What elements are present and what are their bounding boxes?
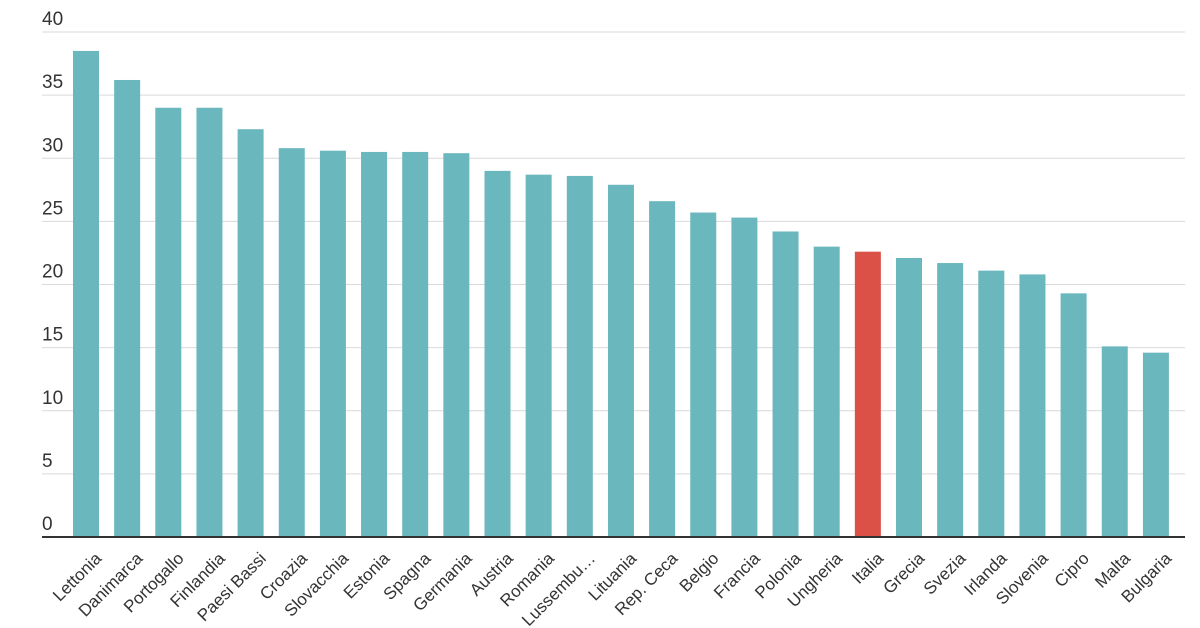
bar-bulgaria [1142, 352, 1169, 537]
bar-cipro [1060, 293, 1087, 537]
bar-danimarca [114, 79, 141, 537]
y-tick-label: 10 [42, 388, 63, 409]
bar-estonia [361, 151, 388, 537]
bar-romania [525, 174, 552, 537]
bar-lettonia [73, 50, 99, 537]
y-tick-label: 30 [42, 135, 63, 156]
x-category-label: Svezia [920, 548, 970, 598]
bar-croazia [278, 148, 305, 537]
bar-spagna [402, 151, 429, 537]
bar-polonia [772, 231, 799, 537]
bar-rep-ceca [649, 201, 676, 538]
bar-austria [484, 170, 511, 537]
bar-slovenia [1019, 274, 1046, 537]
y-tick-label: 25 [42, 198, 63, 219]
y-tick-label: 35 [42, 72, 63, 93]
bar-italia [854, 251, 881, 538]
x-axis-category-labels: LettoniaDanimarcaPortogalloFinlandiaPaes… [49, 548, 1175, 628]
bar-portogallo [155, 107, 182, 537]
bar-irlanda [978, 270, 1005, 537]
y-tick-label: 0 [42, 514, 53, 535]
bar-svezia [937, 263, 964, 537]
bar-grecia [896, 257, 922, 537]
bar-ungheria [813, 246, 840, 537]
y-tick-label: 20 [42, 262, 63, 283]
y-tick-label: 15 [42, 325, 63, 346]
bar-lituania [607, 184, 634, 537]
y-axis-tick-labels: 0 5 10 15 20 25 30 35 40 [42, 9, 63, 535]
bars [73, 50, 1169, 538]
x-category-label: Grecia [879, 548, 928, 597]
bar-malta [1101, 346, 1128, 537]
bar-germania [443, 153, 470, 537]
y-tick-label: 5 [42, 451, 53, 472]
x-category-label: Cipro [1051, 549, 1093, 591]
bar-paesi-bassi [237, 129, 264, 537]
bar-slovacchia [319, 150, 346, 538]
bar-lussembu [566, 175, 593, 538]
bar-finlandia [196, 107, 223, 537]
bar-belgio [690, 212, 717, 537]
y-tick-label: 40 [42, 9, 63, 30]
bar-francia [731, 217, 758, 537]
